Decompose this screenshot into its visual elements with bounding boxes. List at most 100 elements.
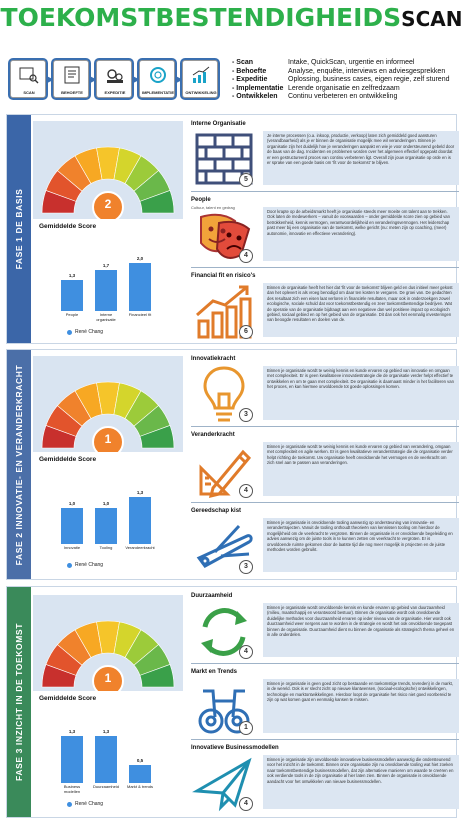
process-step-label: ONTWIKKELING <box>185 90 217 95</box>
legend-row: - Ontwikkelen Continu verbeteren en ontwi… <box>232 93 462 102</box>
item-title: Innovatieve Businessmodellen <box>191 745 279 751</box>
legend-row: - Scan Intake, QuickScan, urgentie en inf… <box>232 59 462 68</box>
chart-bar-value: 1,3 <box>102 728 110 734</box>
item-divider <box>191 267 459 268</box>
item-score-badge: 3 <box>239 560 253 574</box>
legend-value: Lerende organisatie en zelfredzaam <box>288 84 400 92</box>
phase-label: FASE 3 INZICHT IN DE TOEKOMST <box>14 623 24 781</box>
chart-bar <box>61 735 83 783</box>
item-subtitle: Cultuur, talent en gedrag <box>191 205 235 210</box>
legend-row: - Implementatie Lerende organisatie en ze… <box>232 85 462 94</box>
legend-row: - Expeditie Oplossing, business cases, ei… <box>232 76 462 85</box>
chart-bar-category: Verandeerkracht <box>125 545 155 550</box>
item-score-badge: 1 <box>239 721 253 735</box>
phase-section-2: FASE 2 INNOVATIE- EN VERANDERKRACHT 1 Gemi… <box>6 349 459 580</box>
legend-key: - Implementatie <box>232 84 284 92</box>
chart-title: Gemiddelde Score <box>39 695 97 702</box>
chart-bar <box>129 764 151 783</box>
item-title: Duurzaamheid <box>191 593 233 599</box>
item-description: Binnen je organisatie is onvoldoende too… <box>263 518 459 572</box>
chart-bar-value: 1,3 <box>136 489 144 495</box>
item-divider <box>191 663 459 664</box>
process-step-ontwikkeling: ONTWIKKELING <box>182 60 218 98</box>
legend-row: - Behoefte Analyse, enquête, interviews e… <box>232 68 462 77</box>
chart-bar <box>95 507 117 544</box>
arrow-right-icon: ▶ <box>133 74 140 84</box>
growth-chart-icon <box>191 279 257 357</box>
item-score-badge: 3 <box>239 408 253 422</box>
expeditie-icon <box>105 66 125 84</box>
item-divider <box>191 191 459 192</box>
item-description: Je interne processen (o.a. inkoop, produ… <box>263 131 459 185</box>
item-score-badge: 4 <box>239 645 253 659</box>
lightbulb-icon <box>191 362 257 440</box>
legend-key: - Ontwikkelen <box>232 93 278 101</box>
process-step-implementatie: IMPLEMENTATIE <box>139 60 175 98</box>
process-step-scan: SCAN <box>10 60 46 98</box>
item-title: Markt en Trends <box>191 669 238 675</box>
phase-label: FASE 2 INNOVATIE- EN VERANDERKRACHT <box>14 364 24 565</box>
item-title: People <box>191 197 211 203</box>
item-description: Binnen je organisatie wordt te weinig ke… <box>263 442 459 496</box>
item-title: Interne Organisatie <box>191 121 246 127</box>
legend-dot-icon <box>67 562 72 568</box>
item-description: Binnen je organisatie wordt onvoldoende … <box>263 603 459 657</box>
average-score-chart: Gemiddelde Score René Chang 1,3 Business mo… <box>33 691 183 811</box>
airplane-icon <box>191 751 257 829</box>
chart-bar-category: Markt & trends <box>126 784 153 789</box>
item-title: Financial fit en risico's <box>191 273 256 279</box>
chart-bar-category: Duurzaamheid <box>92 784 119 789</box>
item-score-badge: 4 <box>239 797 253 811</box>
phase-band: FASE 2 INNOVATIE- EN VERANDERKRACHT <box>7 350 31 579</box>
chart-bar <box>61 279 83 311</box>
item-divider <box>191 502 459 503</box>
process-step-behoefte: BEHOEFTE <box>53 60 89 98</box>
item-title: Gereedschap kist <box>191 508 242 514</box>
chart-title: Gemiddelde Score <box>39 223 97 230</box>
gauge-value: 2 <box>104 197 112 211</box>
phase-section-3: FASE 3 INZICHT IN DE TOEKOMST 1 Gemiddelde… <box>6 586 459 818</box>
score-gauge: 2 <box>33 121 183 223</box>
multitool-icon <box>191 514 257 592</box>
gauge-value: 1 <box>104 432 112 446</box>
chart-bar-category: Financieel fit <box>128 312 152 317</box>
chart-bar-value: 2,0 <box>136 255 144 261</box>
item-divider <box>191 426 459 427</box>
phase-band: FASE 3 INZICHT IN DE TOEKOMST <box>7 587 31 817</box>
legend-value: Oplossing, business cases, eigen regie, … <box>288 76 450 84</box>
item-description: Binnen je organisatie wordt te weinig ke… <box>263 366 459 420</box>
item-description: Door krapte op de arbeidsmarkt heeft je … <box>263 207 459 261</box>
process-step-label: EXPEDITIE <box>104 90 126 95</box>
legend-value: Continu verbeteren en ontwikkeling <box>288 93 398 101</box>
chart-legend: René Chang <box>67 801 103 807</box>
page-title: TOEKOMSTBESTENDIGHEIDSSCAN <box>0 3 463 32</box>
chart-bar-value: 1,3 <box>68 272 76 278</box>
brick-wall-icon <box>191 127 257 205</box>
legend-value: Analyse, enquête, interviews en adviesge… <box>288 67 446 75</box>
process-step-expeditie: EXPEDITIE <box>96 60 132 98</box>
binoculars-icon <box>191 675 257 753</box>
process-legend: - Scan Intake, QuickScan, urgentie en inf… <box>232 59 462 102</box>
scan-icon <box>19 66 39 84</box>
chart-bar-value: 1,0 <box>68 500 76 506</box>
process-flow: SCAN ▶ BEHOEFTE ▶ EXPEDITIE ▶ IMPLEMENTATIE ▶ ON… <box>6 56 220 102</box>
legend-dot-icon <box>67 329 72 335</box>
item-description: Binnen je organisatie zijn onvoldoende i… <box>263 755 459 809</box>
item-description: Binnen je organisatie is geen goed zicht… <box>263 679 459 733</box>
process-step-label: BEHOEFTE <box>61 90 83 95</box>
phase-label: FASE 1 DE BASIS <box>14 188 24 270</box>
chart-bar <box>95 269 117 311</box>
gauge-value: 1 <box>104 671 112 685</box>
chart-bar-category: People <box>65 312 79 317</box>
implementatie-icon <box>148 66 168 84</box>
item-title: Veranderkracht <box>191 432 235 438</box>
legend-key: - Behoefte <box>232 67 267 75</box>
behoefte-icon <box>62 66 82 84</box>
item-score-badge: 4 <box>239 484 253 498</box>
item-score-badge: 4 <box>239 249 253 263</box>
ontwikkeling-icon <box>191 66 211 84</box>
chart-bar <box>129 262 151 311</box>
chart-bar-value: 1,7 <box>102 262 110 268</box>
score-gauge: 1 <box>33 356 183 458</box>
chart-bar-value: 1,3 <box>68 728 76 734</box>
